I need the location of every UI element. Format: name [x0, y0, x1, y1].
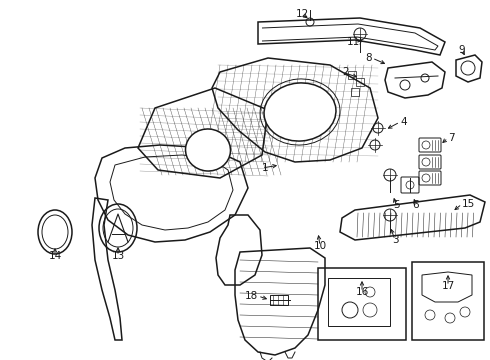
Ellipse shape — [186, 129, 230, 171]
Ellipse shape — [264, 83, 336, 141]
Text: 12: 12 — [295, 9, 309, 19]
Text: 8: 8 — [366, 53, 372, 63]
Text: 11: 11 — [347, 37, 360, 47]
Text: 9: 9 — [459, 45, 466, 55]
Text: 7: 7 — [448, 133, 455, 143]
Bar — [356, 78, 364, 86]
Text: 16: 16 — [355, 287, 368, 297]
Text: 6: 6 — [413, 200, 419, 210]
Text: 4: 4 — [400, 117, 407, 127]
Text: 10: 10 — [314, 241, 326, 251]
Bar — [328, 278, 390, 326]
Text: 13: 13 — [111, 251, 124, 261]
Text: 3: 3 — [392, 235, 398, 245]
Text: 2: 2 — [342, 67, 348, 77]
Text: 1: 1 — [262, 163, 269, 173]
Text: 18: 18 — [245, 291, 258, 301]
Text: 15: 15 — [462, 199, 475, 209]
Text: 14: 14 — [49, 251, 62, 261]
Bar — [348, 71, 356, 79]
Bar — [318, 268, 406, 340]
Bar — [351, 88, 359, 96]
Text: 17: 17 — [441, 281, 455, 291]
Text: 5: 5 — [392, 200, 399, 210]
Bar — [412, 262, 484, 340]
Bar — [270, 295, 288, 305]
